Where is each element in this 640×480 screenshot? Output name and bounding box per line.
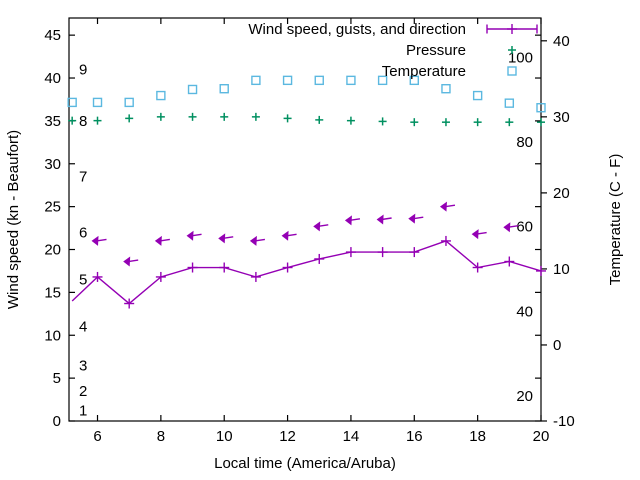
fahrenheit-scale-label: 60 (516, 218, 533, 235)
y-axis-tick-label: 15 (44, 284, 61, 301)
fahrenheit-scale-label: 80 (516, 134, 533, 151)
wind-direction-arrow (503, 222, 519, 233)
x-axis-tick-label: 8 (157, 428, 165, 445)
temperature-marker (282, 75, 293, 86)
beaufort-scale-label: 3 (79, 357, 87, 374)
y-axis-tick-label: 5 (53, 370, 61, 387)
x-axis-tick-label: 10 (216, 428, 233, 445)
y-axis-tick-label: 25 (44, 199, 61, 216)
temperature-marker (504, 98, 515, 108)
temperature-marker (314, 75, 324, 86)
y2-axis-tick-label: 40 (553, 33, 570, 50)
x-axis-title: Local time (America/Aruba) (214, 455, 396, 472)
x-axis-tick-label: 18 (469, 428, 486, 445)
beaufort-scale-label: 9 (79, 61, 87, 78)
y-axis-tick-label: 10 (44, 327, 61, 344)
y-axis-tick-label: 0 (53, 413, 61, 430)
y-axis-tick-label: 40 (44, 70, 61, 87)
temperature-marker (187, 84, 198, 95)
y2-axis-tick-label: 20 (553, 185, 570, 202)
beaufort-scale-label: 8 (79, 113, 87, 130)
temperature-marker (156, 90, 166, 101)
wind-direction-arrow (249, 235, 266, 246)
wind-direction-arrow (186, 230, 202, 241)
y-axis-tick-label: 20 (44, 242, 61, 259)
beaufort-scale-label: 4 (79, 319, 87, 336)
wind-direction-arrow (376, 214, 392, 225)
y-axis-tick-label: 45 (44, 27, 61, 44)
temperature-marker (409, 75, 419, 86)
wind-direction-arrow (91, 235, 107, 246)
x-axis-tick-label: 16 (406, 428, 423, 445)
y-axis-tick-label: 35 (44, 113, 61, 130)
y2-axis-tick-label: 30 (553, 109, 570, 126)
beaufort-scale-label: 6 (79, 224, 87, 241)
y2-axis-tick-label: -10 (553, 413, 575, 430)
x-axis-tick-label: 6 (93, 428, 101, 445)
temperature-marker (92, 97, 103, 108)
wind-direction-arrow (218, 233, 234, 244)
y-axis-tick-label: 30 (44, 156, 61, 173)
wind-direction-arrow (281, 230, 297, 241)
beaufort-scale-label: 1 (79, 403, 87, 420)
temperature-marker (124, 97, 134, 108)
legend-label-1: Pressure (406, 42, 466, 59)
temperature-marker (536, 103, 546, 113)
wind-direction-arrow (154, 235, 170, 246)
temperature-marker (67, 97, 77, 108)
x-axis-tick-label: 20 (533, 428, 550, 445)
beaufort-scale-label: 2 (79, 383, 87, 400)
y2-axis-tick-label: 0 (553, 337, 561, 354)
legend-label-0: Wind speed, gusts, and direction (248, 21, 466, 38)
wind-direction-arrow (408, 213, 424, 224)
temperature-marker (219, 84, 229, 94)
x-axis-tick-label: 12 (279, 428, 296, 445)
temperature-marker (377, 75, 388, 86)
legend-sample-marker (507, 66, 517, 76)
wind-direction-arrow (344, 215, 361, 226)
fahrenheit-scale-label: 40 (516, 304, 533, 321)
beaufort-scale-label: 5 (79, 272, 87, 289)
legend-label-2: Temperature (382, 63, 466, 80)
plot-frame (68, 17, 542, 422)
temperature-marker (346, 75, 356, 86)
fahrenheit-scale-label: 100 (508, 50, 533, 67)
fahrenheit-scale-label: 20 (516, 388, 533, 405)
wind-direction-arrow (123, 256, 139, 267)
temperature-marker (441, 84, 451, 94)
y2-axis-title: Temperature (C - F) (607, 154, 624, 286)
temperature-marker (472, 90, 483, 101)
x-axis-tick-label: 14 (343, 428, 360, 445)
temperature-marker (251, 75, 261, 86)
wind-direction-arrow (313, 221, 329, 232)
y2-axis-tick-label: 10 (553, 261, 570, 278)
wind-direction-arrow (439, 201, 456, 212)
wind-direction-arrow (471, 229, 487, 240)
beaufort-scale-label: 7 (79, 169, 87, 186)
y-axis-title: Wind speed (kn - Beaufort) (5, 130, 22, 309)
wind-speed-line (71, 240, 542, 305)
